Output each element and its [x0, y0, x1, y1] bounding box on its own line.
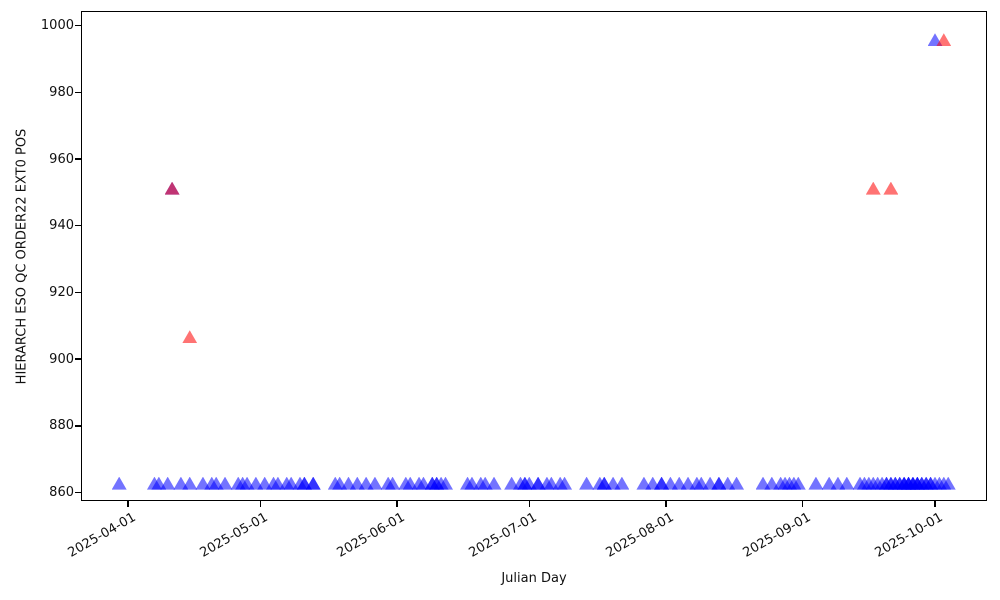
x-tick-mark: [934, 501, 936, 507]
x-tick-label: 2025-05-01: [197, 510, 271, 561]
x-tick-mark: [528, 501, 530, 507]
y-tick-mark: [75, 425, 81, 427]
x-tick-label: 2025-10-01: [872, 510, 946, 561]
y-tick-label: 880: [49, 418, 74, 434]
x-tick-label: 2025-06-01: [334, 510, 408, 561]
x-tick-mark: [665, 501, 667, 507]
y-tick-label: 1000: [40, 18, 74, 34]
y-tick-mark: [75, 291, 81, 294]
y-tick-mark: [75, 491, 81, 494]
x-tick-mark: [127, 501, 129, 507]
x-tick-label: 2025-07-01: [466, 510, 540, 561]
y-tick-mark: [75, 358, 81, 360]
x-tick-label: 2025-04-01: [65, 510, 139, 561]
x-tick-mark: [259, 501, 261, 507]
y-tick-mark: [75, 225, 81, 227]
y-tick-label: 980: [49, 84, 74, 100]
y-tick-mark: [75, 158, 81, 160]
x-tick-mark: [396, 501, 398, 507]
y-tick-label: 860: [49, 485, 74, 500]
x-tick-label: 2025-09-01: [740, 510, 814, 561]
y-tick-label: 920: [49, 284, 74, 300]
x-tick-mark: [802, 501, 804, 507]
y-tick-label: 940: [49, 218, 74, 234]
x-axis-label: Julian Day: [501, 571, 567, 586]
y-tick-label: 960: [49, 151, 74, 167]
x-tick-label: 2025-08-01: [603, 510, 677, 561]
y-tick-label: 900: [49, 351, 74, 367]
plot-area: [81, 11, 987, 501]
y-tick-mark: [75, 91, 81, 94]
y-tick-mark: [75, 25, 81, 27]
